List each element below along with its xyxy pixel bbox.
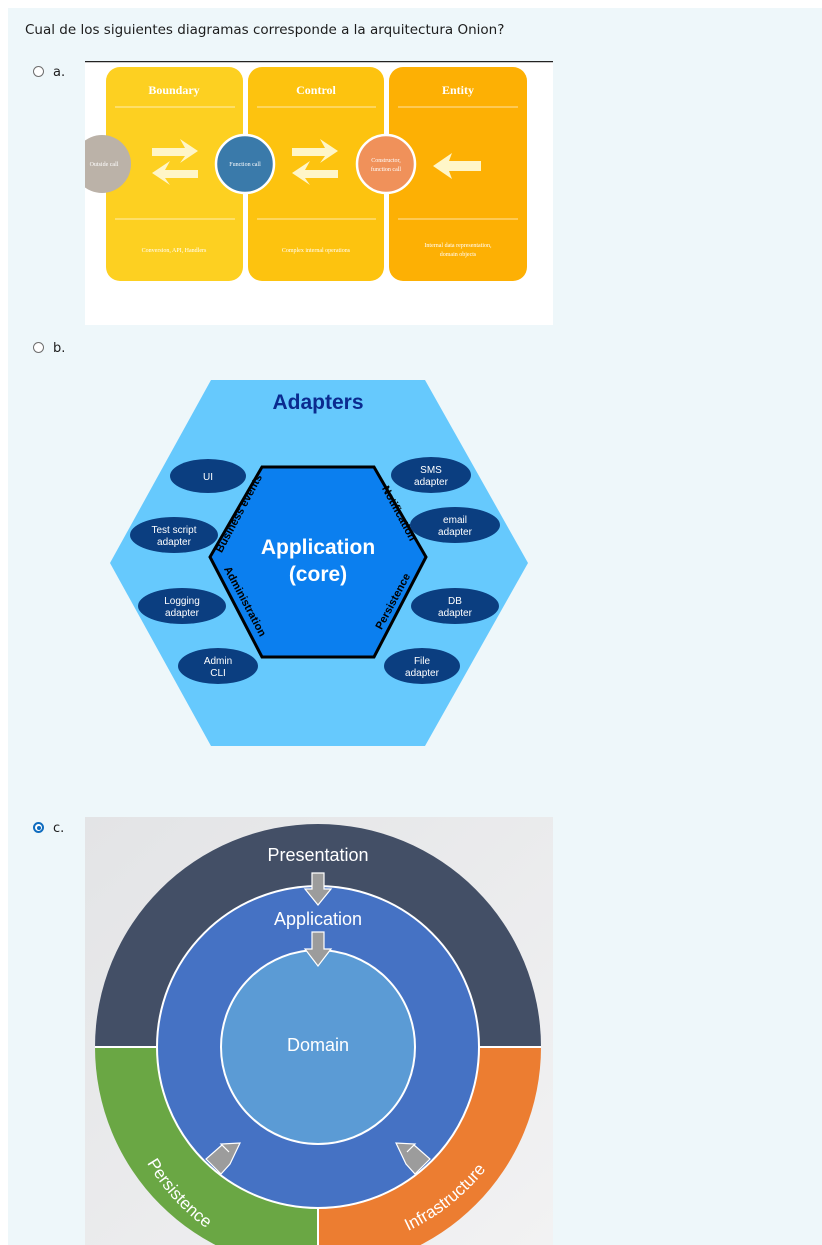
- arrow-down-icon-2: [303, 931, 333, 967]
- svg-text:CLI: CLI: [210, 668, 226, 679]
- sms-adapter: [391, 457, 471, 493]
- svg-text:Outside call: Outside call: [90, 162, 119, 168]
- svg-text:adapter: adapter: [405, 668, 440, 679]
- constructor-call-circle: [355, 133, 417, 195]
- diagram-hexagonal[interactable]: Adapters Application (core) Business eve…: [100, 370, 540, 756]
- entity-title: Entity: [442, 83, 474, 97]
- entity-column: [389, 67, 527, 281]
- control-title: Control: [296, 83, 336, 97]
- svg-text:adapter: adapter: [414, 477, 449, 488]
- option-b-label: b.: [53, 341, 66, 356]
- application-label: Application: [274, 909, 362, 929]
- boundary-caption: Conversion, API, Handlers: [142, 248, 207, 254]
- logging-adapter: [138, 588, 226, 624]
- admin-cli-adapter: [178, 648, 258, 684]
- diagram-bce[interactable]: Boundary Control Entity Outside call Fun…: [85, 61, 553, 325]
- svg-text:Test script: Test script: [151, 525, 196, 536]
- control-caption: Complex internal operations: [282, 248, 351, 254]
- svg-text:adapter: adapter: [438, 527, 473, 538]
- double-arrow-icon-2: [292, 139, 338, 185]
- entity-caption-1: Internal data representation,: [424, 243, 492, 249]
- svg-text:adapter: adapter: [165, 608, 200, 619]
- ui-adapter: [170, 459, 246, 493]
- test-script-adapter: [130, 517, 218, 553]
- entity-caption-2: domain objects: [440, 252, 477, 258]
- function-call-circle: [214, 133, 276, 195]
- svg-text:Constructor,: Constructor,: [371, 158, 401, 164]
- svg-text:Admin: Admin: [204, 656, 232, 667]
- radio-option-a[interactable]: [33, 66, 44, 77]
- presentation-label: Presentation: [267, 845, 368, 865]
- arrow-up-left-icon: [395, 1142, 431, 1175]
- radio-option-c[interactable]: [33, 822, 44, 833]
- svg-text:Function call: Function call: [229, 162, 261, 168]
- file-adapter: [384, 648, 460, 684]
- svg-text:SMS: SMS: [420, 465, 442, 476]
- arrow-down-icon-1: [303, 872, 333, 906]
- svg-text:adapter: adapter: [438, 608, 473, 619]
- svg-text:function call: function call: [371, 166, 401, 173]
- core-hexagon: [208, 465, 428, 659]
- double-arrow-icon-1: [152, 139, 198, 185]
- domain-label: Domain: [287, 1035, 349, 1055]
- option-a-label: a.: [53, 65, 66, 80]
- question-text: Cual de los siguientes diagramas corresp…: [25, 22, 505, 38]
- core-label-2: (core): [289, 563, 347, 586]
- core-label-1: Application: [261, 536, 375, 559]
- radio-option-b[interactable]: [33, 342, 44, 353]
- svg-text:UI: UI: [203, 472, 213, 483]
- svg-text:adapter: adapter: [157, 537, 192, 548]
- db-adapter: [411, 588, 499, 624]
- svg-text:Logging: Logging: [164, 596, 200, 607]
- outside-call-circle: [85, 135, 131, 193]
- svg-text:DB: DB: [448, 596, 462, 607]
- svg-text:email: email: [443, 515, 467, 526]
- diagram-onion[interactable]: Presentation Application Domain Persiste…: [85, 817, 553, 1245]
- email-adapter: [410, 507, 500, 543]
- adapters-title: Adapters: [272, 391, 363, 414]
- svg-text:File: File: [414, 656, 431, 667]
- arrow-up-right-icon: [205, 1142, 241, 1175]
- boundary-title: Boundary: [148, 83, 199, 97]
- arrow-left-icon: [433, 153, 481, 179]
- option-c-label: c.: [53, 821, 65, 836]
